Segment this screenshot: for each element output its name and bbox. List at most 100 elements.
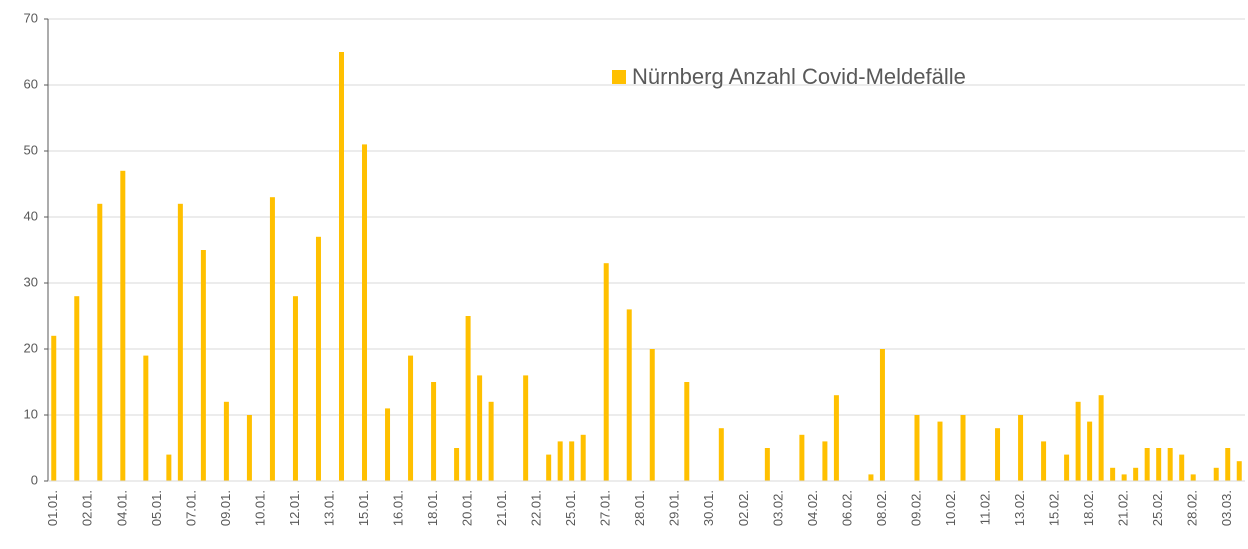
bar <box>166 454 172 481</box>
x-tick-label: 12.01. <box>287 490 302 526</box>
bar <box>1179 454 1185 481</box>
legend-label: Nürnberg Anzahl Covid-Meldefälle <box>632 64 966 89</box>
bar <box>684 382 690 481</box>
bar <box>269 197 275 481</box>
y-tick-label: 60 <box>24 76 38 91</box>
y-tick-label: 30 <box>24 274 38 289</box>
x-tick-label: 27.01. <box>598 490 613 526</box>
bar <box>362 144 368 481</box>
bar <box>120 170 126 482</box>
bar <box>718 428 724 481</box>
x-tick-label: 10.02. <box>943 490 958 526</box>
bar <box>1133 467 1139 481</box>
x-tick-label: 06.02. <box>839 490 854 526</box>
bar <box>1110 467 1116 481</box>
bar <box>649 349 655 481</box>
x-tick-label: 10.01. <box>252 490 267 526</box>
bar <box>1041 441 1047 481</box>
bar <box>465 316 471 481</box>
bar <box>833 395 839 481</box>
x-tick-label: 13.01. <box>321 490 336 526</box>
bar <box>143 355 149 481</box>
bar <box>1075 401 1081 481</box>
bar <box>764 448 770 481</box>
bar <box>1236 461 1242 481</box>
bar <box>385 408 391 481</box>
bar <box>868 474 874 481</box>
x-tick-label: 30.01. <box>701 490 716 526</box>
x-tick-label: 28.01. <box>632 490 647 526</box>
y-tick-label: 0 <box>31 472 38 487</box>
legend-swatch <box>612 70 626 84</box>
x-tick-label: 22.01. <box>529 490 544 526</box>
x-tick-label: 25.02. <box>1150 490 1165 526</box>
bar <box>557 441 563 481</box>
bar <box>431 382 437 481</box>
x-tick-label: 09.01. <box>218 490 233 526</box>
bar <box>488 401 494 481</box>
bar <box>1018 415 1024 481</box>
x-tick-label: 21.02. <box>1116 490 1131 526</box>
bar <box>200 250 206 481</box>
x-tick-label: 13.02. <box>1012 490 1027 526</box>
bar <box>546 454 552 481</box>
x-tick-label: 15.02. <box>1047 490 1062 526</box>
bar <box>879 349 885 481</box>
bar <box>1064 454 1070 481</box>
y-tick-label: 70 <box>24 10 38 25</box>
x-tick-label: 28.02. <box>1185 490 1200 526</box>
bar <box>177 203 183 482</box>
y-tick-label: 10 <box>24 406 38 421</box>
x-tick-label: 02.02. <box>736 490 751 526</box>
bar <box>97 203 103 482</box>
x-tick-label: 03.02. <box>770 490 785 526</box>
x-tick-label: 08.02. <box>874 490 889 526</box>
bar <box>523 375 529 481</box>
bar <box>1144 448 1150 481</box>
bar <box>246 415 252 481</box>
bar <box>914 415 920 481</box>
y-tick-label: 20 <box>24 340 38 355</box>
bar <box>626 309 632 481</box>
bar <box>960 415 966 481</box>
bar <box>338 52 344 481</box>
bar <box>995 428 1001 481</box>
x-tick-label: 11.02. <box>977 490 992 525</box>
bar <box>937 421 943 481</box>
x-tick-label: 29.01. <box>667 490 682 526</box>
x-tick-label: 07.01. <box>183 490 198 526</box>
x-tick-label: 25.01. <box>563 490 578 526</box>
bar <box>1098 395 1104 481</box>
bar <box>223 401 229 481</box>
bar <box>315 236 321 481</box>
x-tick-label: 03.03. <box>1219 490 1234 526</box>
bar <box>799 434 805 481</box>
bar <box>292 296 298 481</box>
x-tick-label: 04.02. <box>805 490 820 526</box>
bar <box>454 448 460 481</box>
bar <box>1121 474 1127 481</box>
x-tick-label: 18.01. <box>425 490 440 526</box>
bar <box>603 263 609 481</box>
bar <box>822 441 828 481</box>
bar <box>1167 448 1173 481</box>
bar <box>1213 467 1219 481</box>
bar <box>477 375 483 481</box>
x-tick-label: 09.02. <box>908 490 923 526</box>
x-tick-label: 18.02. <box>1081 490 1096 526</box>
x-tick-label: 16.01. <box>390 490 405 526</box>
bar <box>1156 448 1162 481</box>
bar <box>1087 421 1093 481</box>
bar <box>569 441 575 481</box>
x-tick-label: 15.01. <box>356 490 371 526</box>
x-tick-label: 20.01. <box>460 490 475 526</box>
x-tick-label: 01.01. <box>45 490 60 526</box>
bar <box>1225 448 1231 481</box>
bar <box>408 355 414 481</box>
bar <box>580 434 586 481</box>
y-tick-label: 40 <box>24 208 38 223</box>
bar <box>51 335 57 481</box>
bar <box>1190 474 1196 481</box>
bar <box>74 296 80 481</box>
